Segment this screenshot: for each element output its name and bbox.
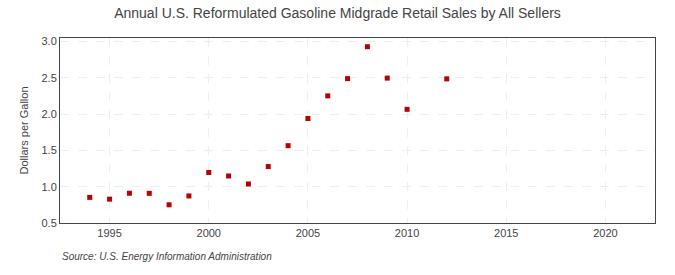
svg-text:1.5: 1.5 (42, 144, 57, 156)
svg-text:2000: 2000 (197, 227, 221, 239)
svg-text:2015: 2015 (494, 227, 518, 239)
svg-text:3.0: 3.0 (42, 35, 57, 47)
svg-text:Source: U.S. Energy Informatio: Source: U.S. Energy Information Administ… (62, 251, 272, 262)
svg-text:2.0: 2.0 (42, 108, 57, 120)
svg-text:Dollars per Gallon: Dollars per Gallon (18, 86, 30, 174)
svg-text:Annual U.S. Reformulated Gasol: Annual U.S. Reformulated Gasoline Midgra… (114, 5, 561, 21)
svg-text:1995: 1995 (97, 227, 121, 239)
svg-text:2020: 2020 (593, 227, 617, 239)
svg-text:2010: 2010 (395, 227, 419, 239)
svg-text:2005: 2005 (296, 227, 320, 239)
svg-text:2.5: 2.5 (42, 72, 57, 84)
svg-text:1.0: 1.0 (42, 181, 57, 193)
svg-text:0.5: 0.5 (42, 217, 57, 229)
